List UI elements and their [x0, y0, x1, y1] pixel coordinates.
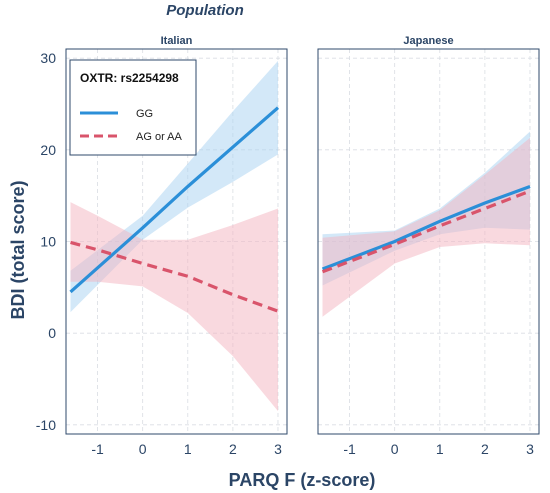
y-tick-label: 30: [40, 50, 56, 66]
panel-label-italian: Italian: [161, 35, 193, 47]
y-tick-label: -10: [36, 417, 56, 433]
x-tick-label: 1: [184, 441, 192, 457]
panel-frame: [65, 48, 288, 435]
x-tick-label: -1: [343, 441, 356, 457]
x-tick-label: 3: [274, 441, 282, 457]
y-axis-title: BDI (total score): [8, 180, 28, 319]
panel-italian: Italian -1 0 1 2 3: [65, 35, 288, 457]
x-tick-label: -1: [91, 441, 104, 457]
panel-label-japanese: Japanese: [403, 35, 453, 47]
y-tick-label: 10: [40, 234, 56, 250]
legend-label-gg: GG: [136, 108, 153, 120]
x-tick-label: 0: [391, 441, 399, 457]
y-axis-ticks: -10 0 10 20 30: [36, 50, 56, 433]
x-tick-label: 2: [481, 441, 489, 457]
series-line-italian-gg: [69, 106, 280, 294]
panel-japanese: Japanese -1 0 1 2 3: [317, 35, 540, 457]
x-axis-title: PARQ F (z-score): [229, 470, 376, 490]
x-tick-label: 2: [229, 441, 237, 457]
y-tick-label: 20: [40, 142, 56, 158]
series-line-japanese-ag-or-aa: [321, 189, 531, 274]
panel-frame: [317, 48, 540, 435]
legend-label-ag-or-aa: AG or AA: [136, 131, 183, 143]
legend-box: [69, 59, 197, 156]
x-tick-label: 1: [436, 441, 444, 457]
legend-title: OXTR: rs2254298: [80, 71, 179, 85]
x-tick-label: 3: [526, 441, 534, 457]
chart-title: Population: [166, 2, 244, 19]
series-line-japanese-gg: [321, 184, 531, 271]
confidence-band-italian-ag-or-aa: [70, 202, 278, 412]
legend: OXTR: rs2254298 GG AG or AA: [69, 59, 197, 156]
x-tick-label: 0: [139, 441, 147, 457]
y-tick-label: 0: [48, 325, 56, 341]
series-line-italian-ag-or-aa: [70, 240, 279, 313]
